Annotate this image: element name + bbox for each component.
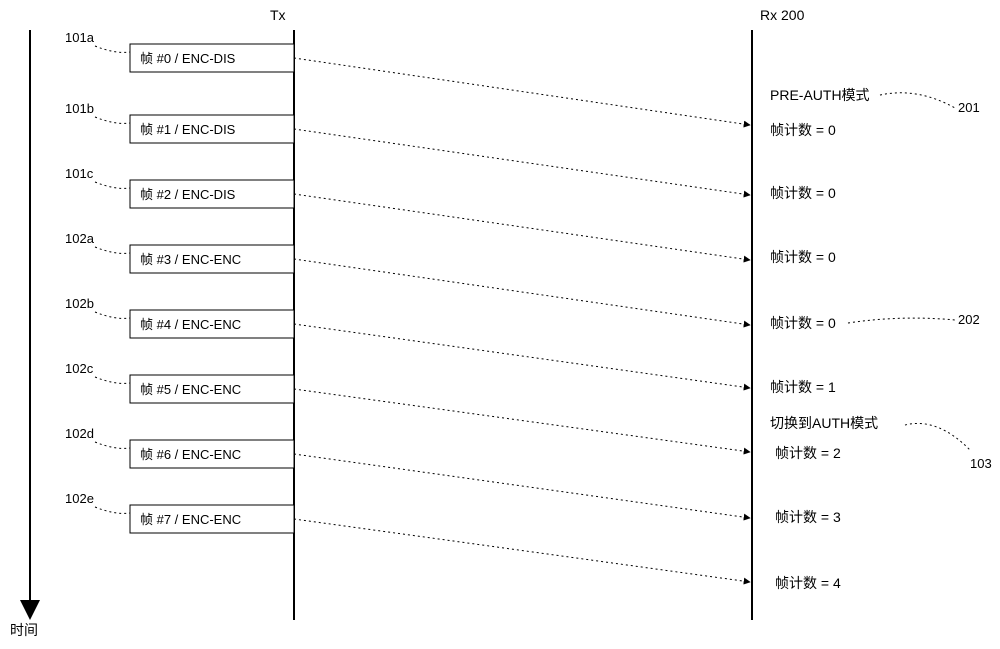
callout-label: 202 — [958, 312, 980, 327]
callout-leader — [905, 423, 970, 450]
message-arrow — [294, 389, 750, 452]
rx-annotation: 帧计数 = 2 — [775, 445, 841, 461]
ref-id: 101b — [65, 101, 94, 116]
rx-annotation: PRE-AUTH模式 — [770, 87, 870, 103]
rx-annotation: 帧计数 = 0 — [770, 249, 836, 265]
tx-header: Tx — [270, 7, 286, 23]
callout-leader — [880, 93, 955, 108]
message-arrow — [294, 194, 750, 260]
frame-text: 帧 #1 / ENC-DIS — [140, 122, 236, 137]
ref-id: 102a — [65, 231, 95, 246]
callout-label: 201 — [958, 100, 980, 115]
rx-annotation-trailing: 帧计数 = 4 — [775, 575, 841, 591]
message-arrow — [294, 259, 750, 325]
message-arrow — [294, 58, 750, 125]
ref-leader — [95, 247, 130, 253]
rx-annotation: 帧计数 = 1 — [770, 379, 836, 395]
message-arrow — [294, 324, 750, 388]
ref-leader — [95, 117, 130, 123]
ref-leader — [95, 377, 130, 383]
ref-id: 101a — [65, 30, 95, 45]
frame-text: 帧 #5 / ENC-ENC — [140, 382, 241, 397]
frame-text: 帧 #7 / ENC-ENC — [140, 512, 241, 527]
ref-id: 102b — [65, 296, 94, 311]
message-arrow — [294, 129, 750, 195]
message-arrow — [294, 454, 750, 518]
time-axis-label: 时间 — [10, 622, 38, 638]
frame-text: 帧 #3 / ENC-ENC — [140, 252, 241, 267]
frame-text: 帧 #0 / ENC-DIS — [140, 51, 236, 66]
frame-text: 帧 #4 / ENC-ENC — [140, 317, 241, 332]
rx-annotation: 帧计数 = 3 — [775, 509, 841, 525]
frame-text: 帧 #6 / ENC-ENC — [140, 447, 241, 462]
rx-header: Rx 200 — [760, 7, 805, 23]
frame-text: 帧 #2 / ENC-DIS — [140, 187, 236, 202]
rx-annotation: 帧计数 = 0 — [770, 122, 836, 138]
ref-leader — [95, 46, 130, 52]
ref-leader — [95, 507, 130, 513]
rx-annotation-extra: 切换到AUTH模式 — [770, 415, 878, 431]
rx-annotation: 帧计数 = 0 — [770, 315, 836, 331]
ref-id: 102d — [65, 426, 94, 441]
ref-id: 102e — [65, 491, 94, 506]
ref-id: 101c — [65, 166, 94, 181]
message-arrow — [294, 519, 750, 582]
ref-leader — [95, 182, 130, 188]
callout-label: 103 — [970, 456, 992, 471]
rx-annotation: 帧计数 = 0 — [770, 185, 836, 201]
ref-leader — [95, 442, 130, 448]
callout-leader — [848, 318, 955, 323]
ref-leader — [95, 312, 130, 318]
ref-id: 102c — [65, 361, 94, 376]
